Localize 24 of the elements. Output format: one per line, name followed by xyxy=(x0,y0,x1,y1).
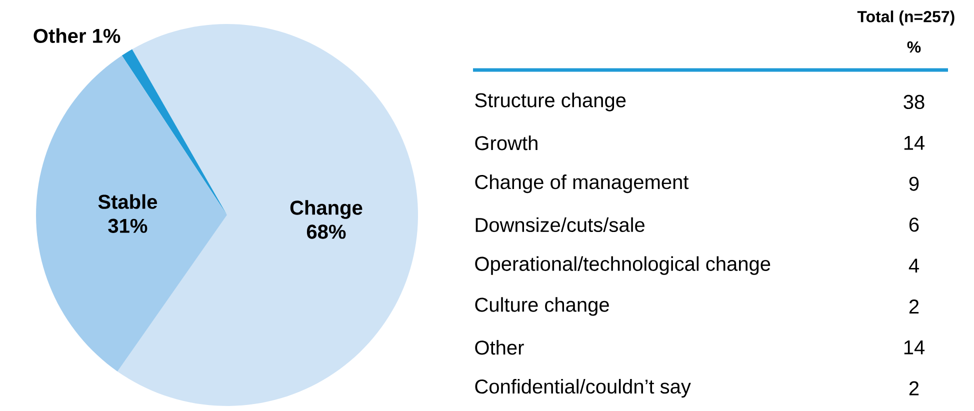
data-label: 1% xyxy=(93,28,120,43)
category-label: Culture change xyxy=(475,297,609,316)
data-label: 68% xyxy=(306,224,346,239)
text: Total (n=257) xyxy=(857,10,954,26)
data-label: 9 xyxy=(909,176,919,191)
category-label: Other xyxy=(475,340,524,355)
category-label: Structure change xyxy=(475,92,626,112)
data-label: 4 xyxy=(908,258,919,272)
data-label: 38 xyxy=(904,94,924,110)
slice-label: Stable xyxy=(98,194,158,209)
category-label: Growth xyxy=(475,136,538,150)
data-label: 14 xyxy=(904,136,925,150)
category-label: Downsize/cuts/sale xyxy=(476,217,644,232)
data-label: 2 xyxy=(909,381,919,396)
data-label: 14 xyxy=(904,340,925,354)
category-label: Operational/technological change xyxy=(475,256,770,275)
text: % xyxy=(907,41,921,53)
data-label: 2 xyxy=(909,300,919,314)
category-label: Confidential/couldn’t say xyxy=(475,378,691,398)
slice-label: Other xyxy=(34,28,86,43)
data-label: 6 xyxy=(909,218,919,232)
data-label: 31% xyxy=(108,218,148,233)
category-label: Change of management xyxy=(475,174,689,194)
slice-label: Change xyxy=(290,200,362,219)
